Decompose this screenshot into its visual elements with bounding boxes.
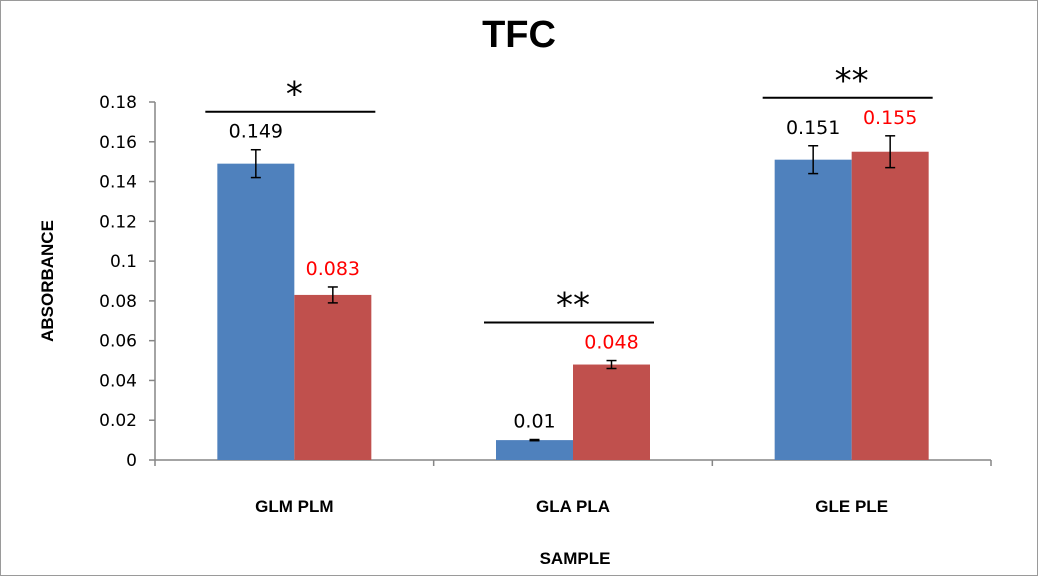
bar xyxy=(774,159,852,460)
bar xyxy=(496,440,573,460)
data-label: 0.01 xyxy=(513,411,555,433)
category-label: GLM PLM xyxy=(255,497,333,516)
bar xyxy=(573,364,650,460)
category-label: GLA PLA xyxy=(536,497,610,516)
y-tick-label: 0.08 xyxy=(99,292,137,312)
y-tick-label: 0.18 xyxy=(99,93,137,113)
y-tick-label: 0.16 xyxy=(99,133,137,153)
y-tick-label: 0.12 xyxy=(99,212,137,232)
significance-marker: * xyxy=(286,75,303,115)
y-tick-label: 0 xyxy=(126,451,137,471)
data-label: 0.048 xyxy=(584,332,638,354)
data-label: 0.151 xyxy=(786,117,840,139)
y-tick-label: 0.02 xyxy=(99,411,137,431)
bar xyxy=(294,294,372,460)
bar xyxy=(217,163,295,460)
y-tick-label: 0.1 xyxy=(110,252,137,272)
x-axis-title: SAMPLE xyxy=(540,549,611,568)
data-label: 0.149 xyxy=(229,121,283,143)
y-tick-label: 0.04 xyxy=(99,371,137,391)
data-label: 0.155 xyxy=(863,107,917,129)
y-axis-title: ABSORBANCE xyxy=(38,220,57,342)
chart-title: TFC xyxy=(482,14,556,56)
data-label: 0.083 xyxy=(306,258,360,280)
bar xyxy=(851,151,929,460)
y-tick-label: 0.06 xyxy=(99,332,137,352)
significance-marker: ** xyxy=(835,61,869,101)
category-label: GLE PLE xyxy=(815,497,888,516)
significance-marker: ** xyxy=(556,286,590,326)
y-tick-label: 0.14 xyxy=(99,173,137,193)
